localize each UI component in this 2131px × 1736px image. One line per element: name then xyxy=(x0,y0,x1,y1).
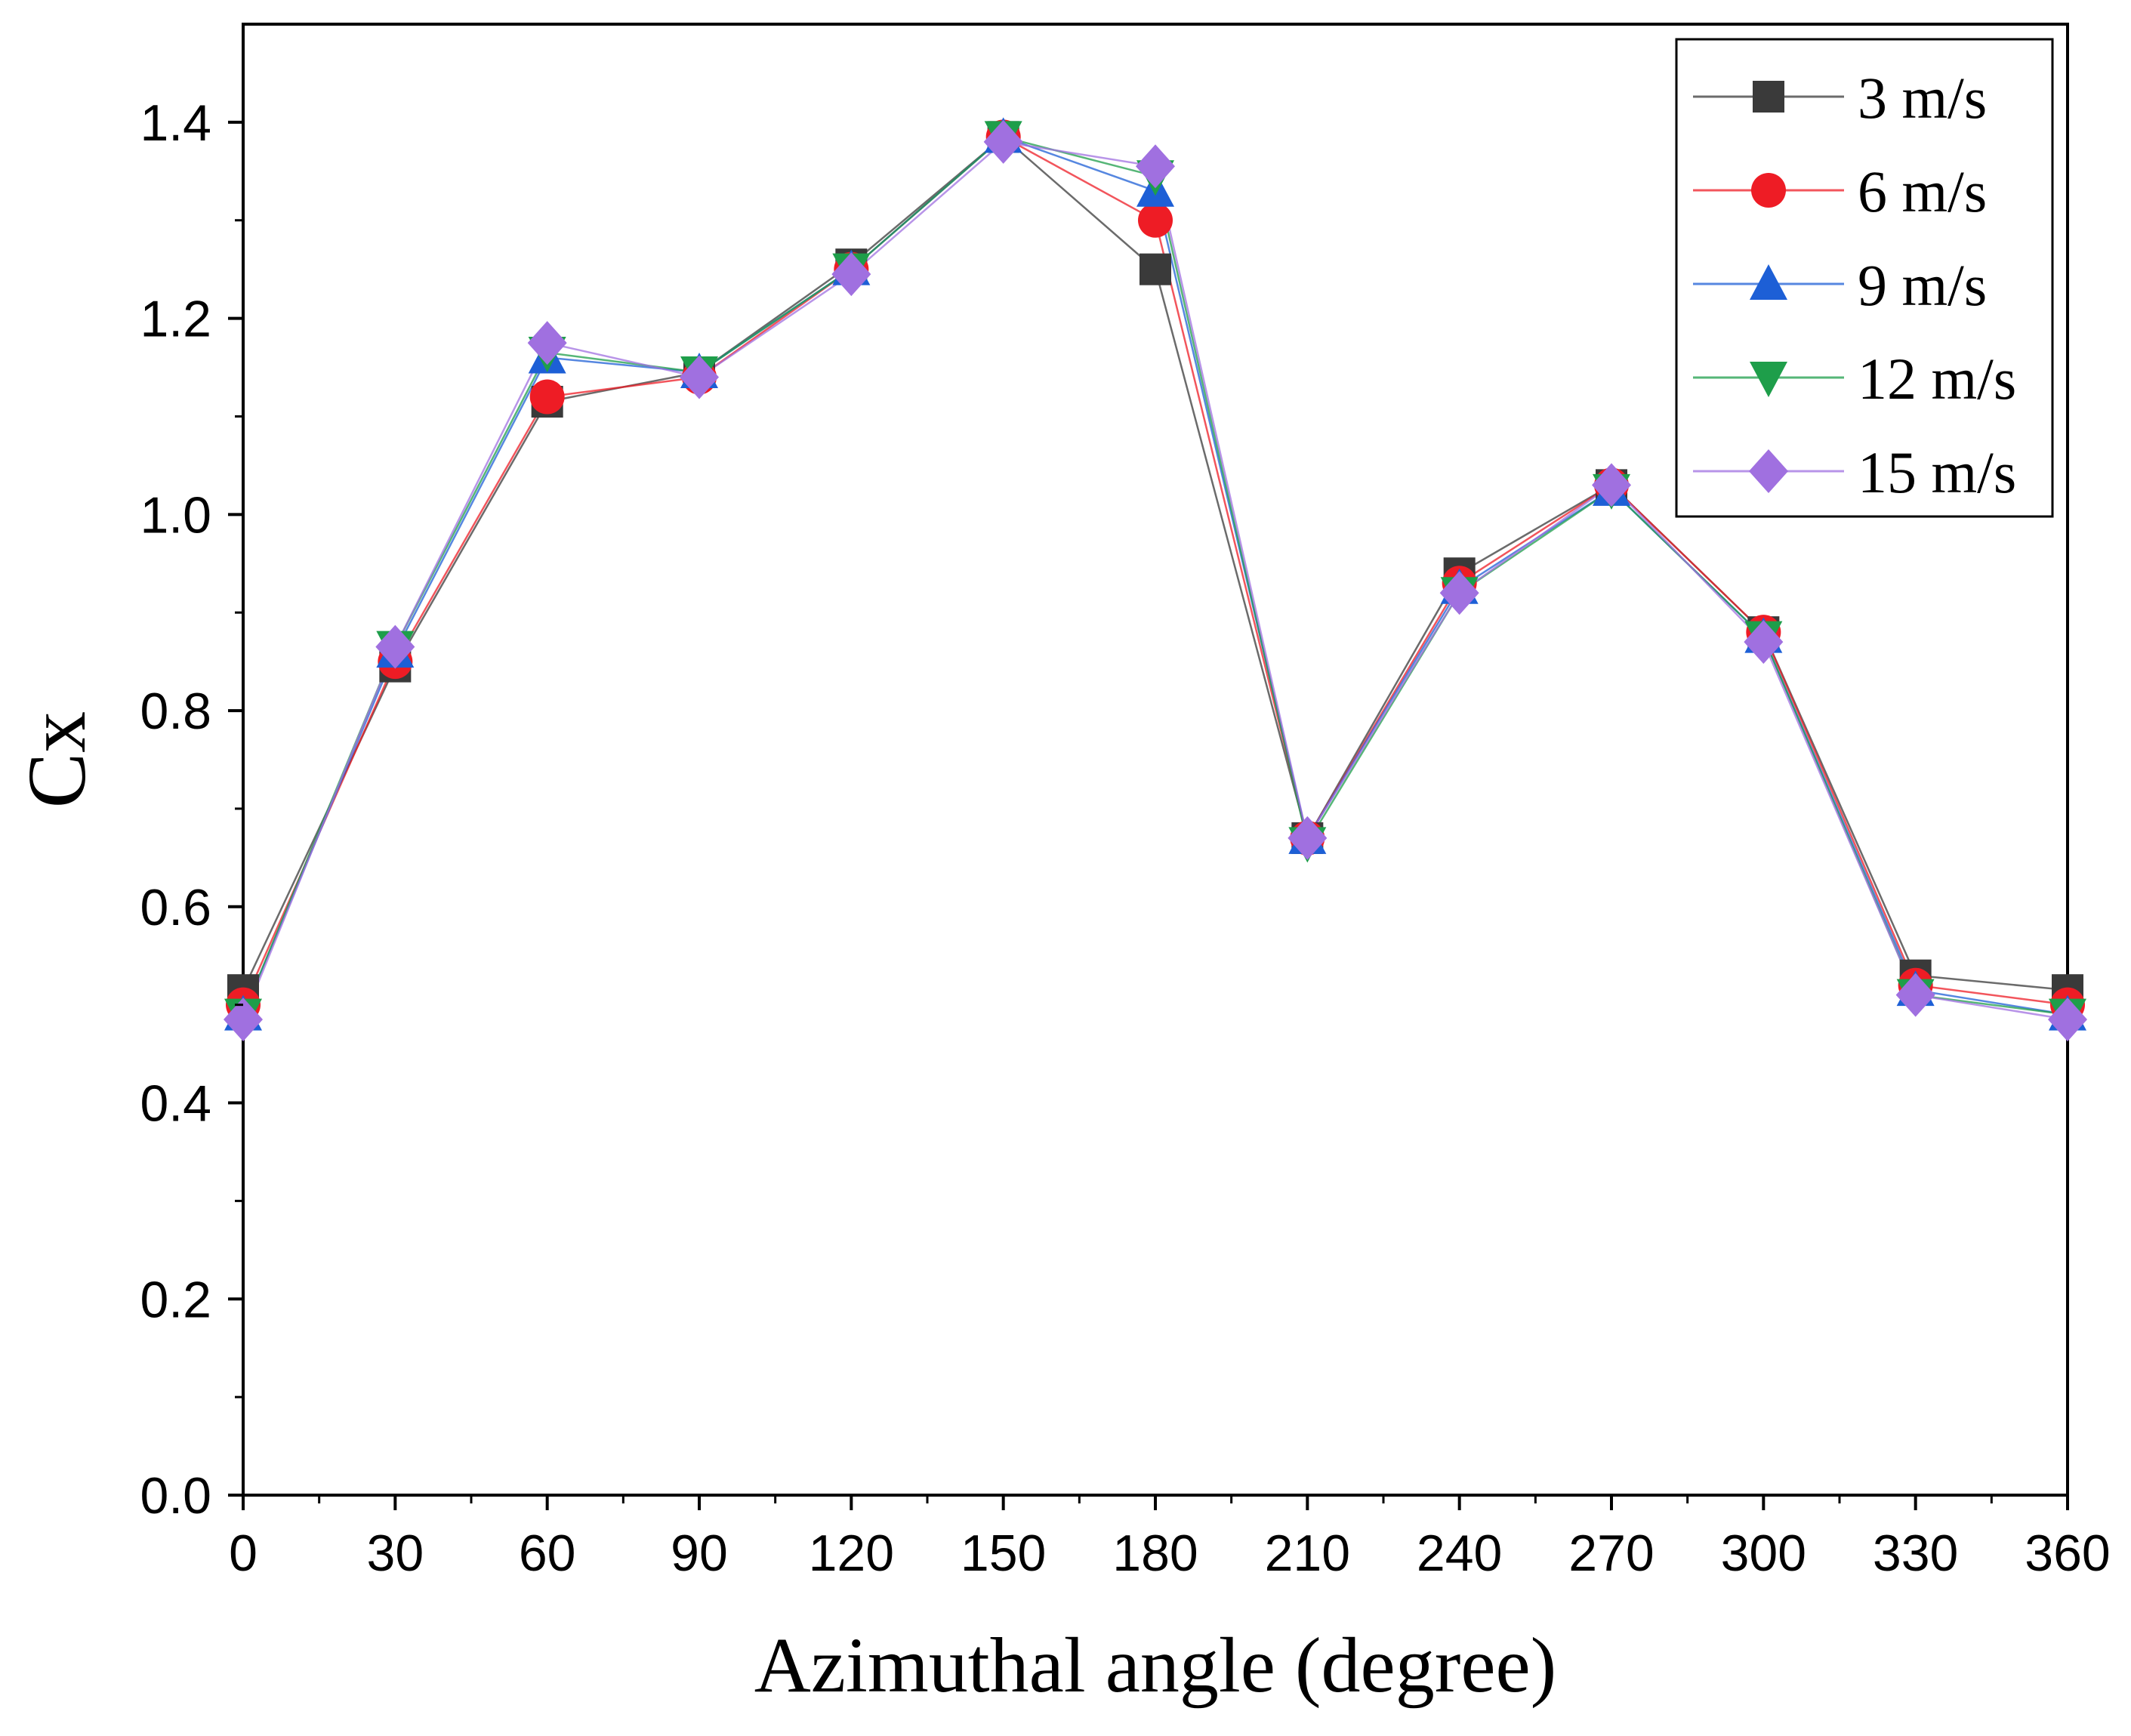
data-point-15-m-s xyxy=(1288,816,1328,860)
x-axis-ticks: 0 30 60 90 120 150 180 210 240 270 300 330 360 xyxy=(229,1495,2111,1582)
legend-label: 15 m/s xyxy=(1858,439,2016,505)
x-axis-title: Azimuthal angle (degree) xyxy=(754,1622,1557,1709)
x-tick-label: 210 xyxy=(1265,1525,1350,1582)
x-tick-label: 240 xyxy=(1417,1525,1502,1582)
data-point-6-m-s xyxy=(529,379,565,415)
y-tick-label: 1.2 xyxy=(140,291,211,348)
legend-marker xyxy=(1753,81,1784,113)
x-tick-label: 300 xyxy=(1721,1525,1806,1582)
data-point-15-m-s xyxy=(1744,620,1784,664)
series-markers xyxy=(224,117,2087,1042)
data-point-15-m-s xyxy=(2048,998,2087,1042)
data-point-15-m-s xyxy=(1592,463,1631,507)
x-tick-label: 360 xyxy=(2025,1525,2110,1582)
data-point-15-m-s xyxy=(224,998,263,1042)
legend-label: 12 m/s xyxy=(1858,346,2016,412)
y-tick-label: 0.4 xyxy=(140,1075,211,1133)
x-tick-label: 60 xyxy=(519,1525,576,1582)
y-tick-label: 0.2 xyxy=(140,1271,211,1328)
data-point-15-m-s xyxy=(680,355,719,399)
x-tick-label: 0 xyxy=(229,1525,258,1582)
x-tick-label: 90 xyxy=(671,1525,728,1582)
x-tick-label: 330 xyxy=(1873,1525,1958,1582)
x-tick-label: 150 xyxy=(961,1525,1046,1582)
y-tick-label: 0.0 xyxy=(140,1467,211,1525)
y-tick-label: 0.6 xyxy=(140,879,211,936)
x-tick-label: 270 xyxy=(1568,1525,1654,1582)
legend: 3 m/s 6 m/s 9 m/s 12 m/s 15 m/s xyxy=(1675,38,2054,518)
legend-box xyxy=(1675,38,2054,518)
y-axis-title: Cx xyxy=(11,711,103,808)
legend-marker xyxy=(1750,362,1787,397)
data-point-15-m-s xyxy=(1136,144,1175,189)
y-tick-label: 0.8 xyxy=(140,683,211,740)
legend-label: 3 m/s xyxy=(1858,65,1987,131)
data-point-15-m-s xyxy=(831,252,871,297)
legend-label: 6 m/s xyxy=(1858,159,1987,224)
data-point-15-m-s xyxy=(1895,973,1935,1017)
x-tick-label: 120 xyxy=(809,1525,894,1582)
data-point-3-m-s xyxy=(1140,253,1171,285)
x-tick-label: 180 xyxy=(1112,1525,1198,1582)
data-point-15-m-s xyxy=(1439,571,1479,615)
legend-label: 9 m/s xyxy=(1858,252,1987,318)
data-point-15-m-s xyxy=(375,624,415,669)
data-point-6-m-s xyxy=(1138,202,1173,238)
legend-marker xyxy=(1750,264,1787,300)
data-point-15-m-s xyxy=(527,321,567,365)
y-tick-label: 1.0 xyxy=(140,486,211,544)
data-point-15-m-s xyxy=(983,119,1023,164)
x-tick-label: 30 xyxy=(367,1525,424,1582)
legend-marker xyxy=(1749,449,1788,493)
y-axis-ticks: 0.0 0.2 0.4 0.6 0.8 1.0 1.2 1.4 xyxy=(140,94,243,1525)
legend-marker xyxy=(1751,173,1786,208)
y-tick-label: 1.4 xyxy=(140,94,211,152)
